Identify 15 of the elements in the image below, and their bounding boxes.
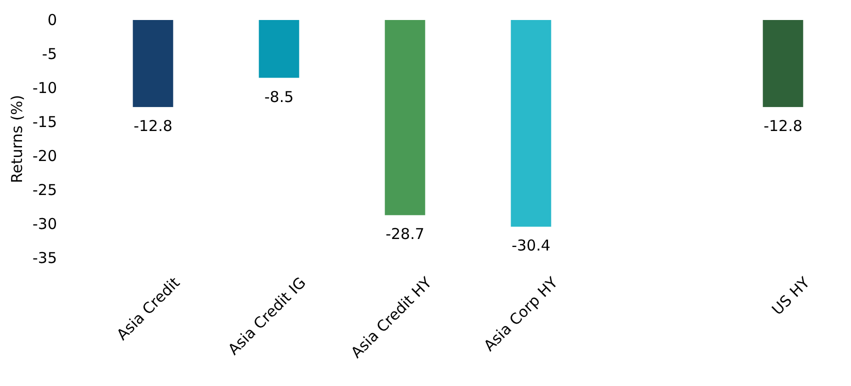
y-tick-label: -20	[32, 146, 57, 165]
y-tick-label: -10	[32, 78, 57, 97]
y-tick-label: -5	[42, 44, 57, 63]
data-label: -8.5	[264, 88, 294, 106]
y-axis-title: Returns (%)	[8, 94, 26, 184]
y-tick-label: 0	[47, 10, 57, 29]
y-tick-label: -25	[32, 180, 57, 199]
data-label: -12.8	[134, 117, 172, 136]
data-label: -28.7	[386, 225, 424, 244]
y-tick-label: -30	[32, 214, 57, 233]
data-label: -12.8	[764, 117, 802, 136]
y-tick-label: -15	[32, 112, 57, 131]
y-tick-label: -35	[32, 248, 57, 267]
x-tick-label: US HY	[768, 273, 814, 319]
data-label: -30.4	[512, 236, 550, 255]
